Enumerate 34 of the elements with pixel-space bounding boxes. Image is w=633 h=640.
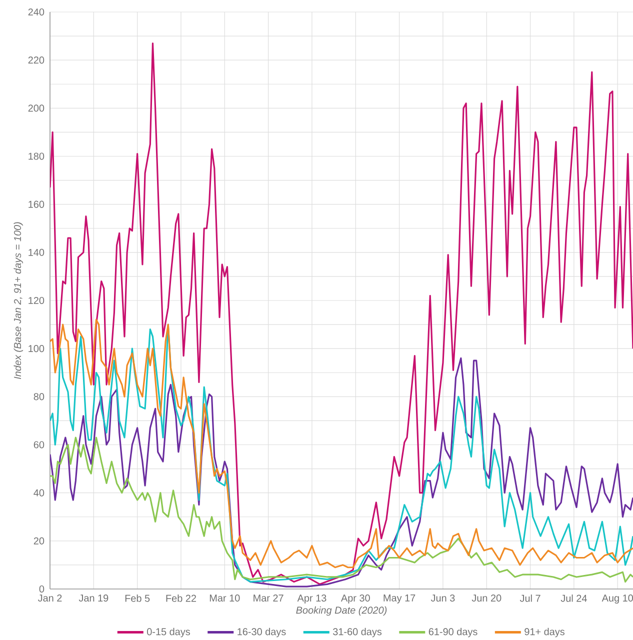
x-tick-label: Feb 5: [125, 594, 150, 602]
x-tick-label: Jun 20: [472, 594, 502, 602]
x-tick-label: Feb 22: [166, 594, 196, 602]
y-tick-label: 80: [34, 393, 44, 400]
y-tick-label: 240: [28, 8, 44, 16]
x-tick-label: Apr 30: [340, 594, 370, 604]
y-tick-label: 120: [28, 296, 44, 304]
y-tick-label: 200: [28, 104, 44, 112]
y-tick-label: 40: [34, 489, 44, 496]
legend-label: 91+ days: [524, 628, 564, 638]
x-tick-label: Aug 10: [602, 594, 633, 604]
y-tick-label: 100: [28, 345, 44, 352]
x-tick-label: Jun 3: [430, 594, 455, 602]
y-tick-label: 220: [28, 56, 44, 64]
y-tick-label: 0: [39, 585, 44, 593]
y-tick-label: 140: [28, 248, 44, 256]
x-tick-label: Jul 7: [520, 594, 540, 602]
x-tick-label: Mar 10: [210, 594, 240, 602]
y-axis-title: Index (Base Jan 2, 91+ days = 100): [14, 222, 24, 380]
legend-label: 61-90 days: [428, 628, 478, 638]
y-tick-label: 180: [28, 152, 44, 160]
y-tick-label: 20: [34, 537, 44, 544]
legend-label: 31-60 days: [332, 628, 382, 638]
legend-label: 0-15 days: [147, 628, 190, 638]
x-tick-label: Jan 19: [78, 594, 108, 602]
y-tick-label: 60: [34, 441, 44, 448]
x-tick-label: May 17: [384, 594, 416, 604]
legend-label: 16-30 days: [238, 628, 286, 638]
x-tick-label: Mar 27: [254, 594, 284, 602]
x-tick-label: Jul 24: [560, 594, 587, 602]
x-tick-label: Jan 2: [38, 594, 62, 602]
x-tick-label: Apr 13: [297, 594, 326, 604]
x-axis-title: Booking Date (2020): [296, 606, 387, 616]
y-tick-label: 160: [28, 200, 44, 208]
